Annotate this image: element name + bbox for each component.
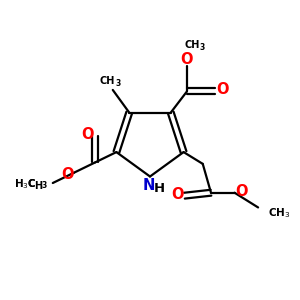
Text: CH$_3$: CH$_3$ [268, 206, 291, 220]
Text: C: C [27, 179, 34, 190]
Text: O: O [61, 167, 74, 182]
Text: 3: 3 [42, 182, 47, 190]
Text: O: O [235, 184, 247, 199]
Text: O: O [181, 52, 193, 68]
Text: CH: CH [184, 40, 200, 50]
Text: H: H [154, 182, 165, 195]
Text: H$_3$C: H$_3$C [14, 178, 37, 191]
Text: CH: CH [100, 76, 115, 86]
Text: H: H [34, 181, 43, 191]
Text: O: O [82, 127, 94, 142]
Text: O: O [171, 187, 184, 202]
Text: N: N [142, 178, 155, 193]
Text: 3: 3 [199, 43, 204, 52]
Text: 3: 3 [116, 79, 121, 88]
Text: O: O [216, 82, 228, 98]
